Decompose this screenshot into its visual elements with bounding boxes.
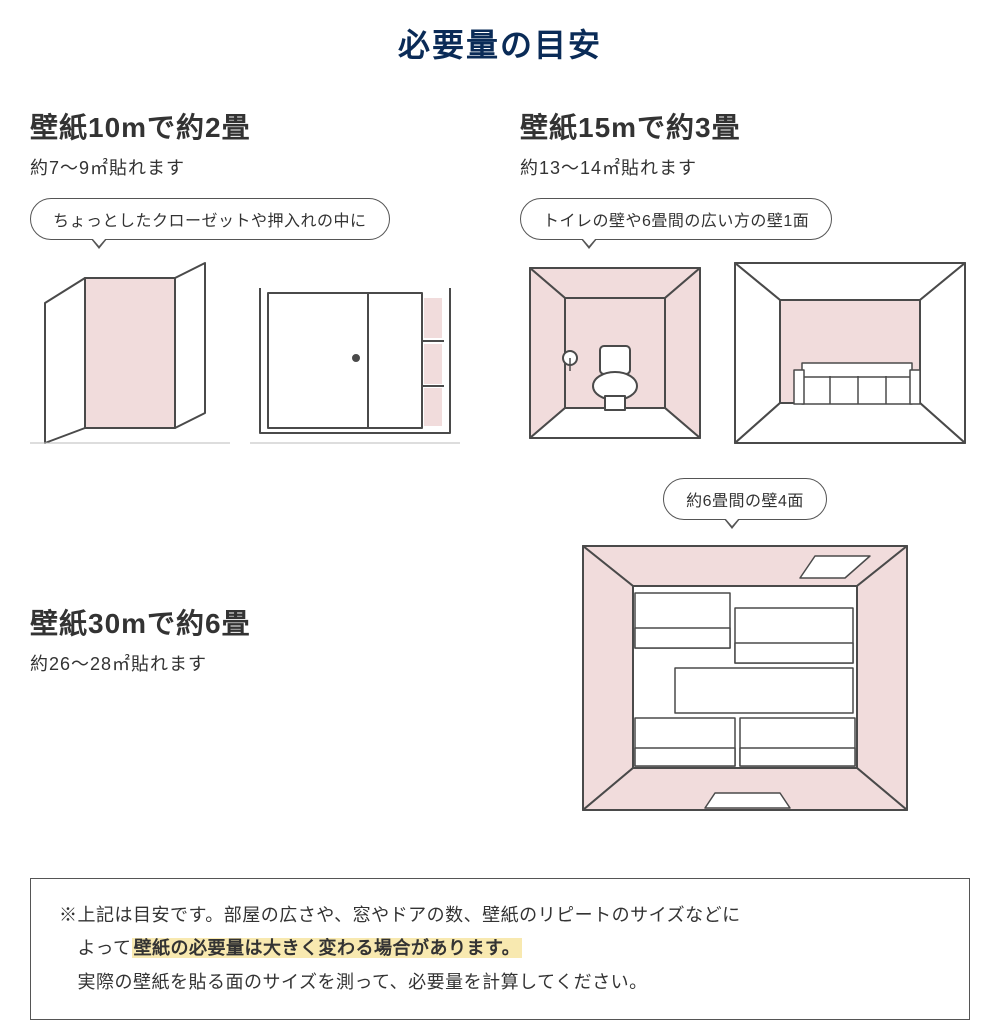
section-10m: 壁紙10mで約2畳 約7～9㎡貼れます ちょっとしたクローゼットや押入れの中に [30, 106, 470, 448]
section-sub-10m: 約7～9㎡貼れます [30, 154, 470, 180]
note-box: ※上記は目安です。部屋の広さや、窓やドアの数、壁紙のリピートのサイズなどに よっ… [30, 878, 970, 1020]
section-heading-30m: 壁紙30mで約6畳 [30, 602, 470, 642]
content-grid: 壁紙10mで約2畳 約7～9㎡貼れます ちょっとしたクローゼットや押入れの中に [30, 106, 970, 1020]
section-30m: 壁紙30mで約6畳 約26～28㎡貼れます [30, 478, 470, 818]
section-heading-15m: 壁紙15mで約3畳 [520, 106, 970, 146]
tip-text-10m: ちょっとしたクローゼットや押入れの中に [30, 198, 390, 240]
section-heading-10m: 壁紙10mで約2畳 [30, 106, 470, 146]
tip-text-15m: トイレの壁や6畳間の広い方の壁1面 [520, 198, 832, 240]
tip-bubble-10m: ちょっとしたクローゼットや押入れの中に [30, 198, 470, 240]
room-four-walls-icon [575, 538, 915, 818]
closet-open-icon [30, 258, 230, 448]
page-title: 必要量の目安 [30, 20, 970, 66]
tip-bubble-15m: トイレの壁や6畳間の広い方の壁1面 [520, 198, 970, 240]
section-15m: 壁紙15mで約3畳 約13～14㎡貼れます トイレの壁や6畳間の広い方の壁1面 [520, 106, 970, 448]
note-line-1: ※上記は目安です。部屋の広さや、窓やドアの数、壁紙のリピートのサイズなどに [59, 899, 941, 932]
note-highlight: 壁紙の必要量は大きく変わる場合があります。 [132, 938, 523, 958]
toilet-room-icon [520, 258, 710, 448]
section-30m-illustration: 約6畳間の壁4面 [520, 478, 970, 818]
tip-bubble-30m: 約6畳間の壁4面 [520, 478, 970, 520]
closet-sliding-icon [250, 258, 460, 448]
note-line-3: 実際の壁紙を貼る面のサイズを測って、必要量を計算してください。 [59, 966, 941, 999]
illustration-row-10m [30, 258, 470, 448]
living-wall-icon [730, 258, 970, 448]
tip-text-30m: 約6畳間の壁4面 [663, 478, 827, 520]
section-sub-30m: 約26～28㎡貼れます [30, 650, 470, 676]
note-line-2-prefix: よって [59, 938, 132, 958]
note-line-2: よって壁紙の必要量は大きく変わる場合があります。 [59, 932, 941, 965]
section-sub-15m: 約13～14㎡貼れます [520, 154, 970, 180]
illustration-row-15m [520, 258, 970, 448]
